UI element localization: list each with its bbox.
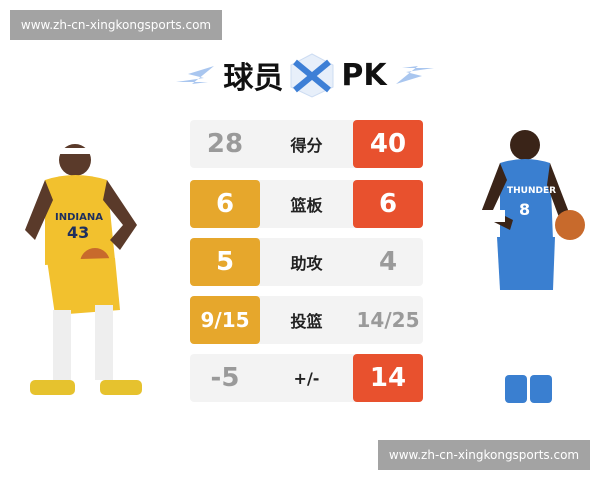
lightning-right-icon bbox=[395, 66, 434, 84]
player-left-image: INDIANA 43 bbox=[25, 144, 142, 395]
player-right-image: THUNDER 8 bbox=[475, 130, 585, 403]
stat-right-value: 4 bbox=[378, 247, 398, 277]
svg-text:THUNDER: THUNDER bbox=[507, 186, 556, 196]
lightning-left-icon bbox=[176, 66, 215, 84]
svg-text:INDIANA: INDIANA bbox=[55, 212, 103, 223]
stat-row: 5 助攻 4 bbox=[190, 238, 423, 286]
stat-label: +/- bbox=[293, 368, 320, 388]
stat-row: 6 篮板 6 bbox=[190, 180, 423, 228]
title-left: 球员 bbox=[223, 61, 284, 96]
stat-label: 篮板 bbox=[290, 196, 323, 215]
stat-row: -5 +/- 14 bbox=[190, 354, 423, 402]
stat-row: 28 得分 40 bbox=[190, 120, 423, 168]
stat-right-value: 14/25 bbox=[356, 308, 420, 332]
page-title: 球员 PK bbox=[160, 45, 450, 105]
stat-row: 9/15 投篮 14/25 bbox=[190, 296, 423, 344]
stat-left-value: 9/15 bbox=[190, 296, 260, 344]
crossed-swords-icon bbox=[290, 53, 334, 98]
watermark-bottom: www.zh-cn-xingkongsports.com bbox=[378, 440, 590, 470]
stat-right-value: 14 bbox=[353, 354, 423, 402]
svg-text:43: 43 bbox=[67, 223, 89, 242]
title-right: PK bbox=[341, 57, 387, 93]
stat-right-value: 6 bbox=[353, 180, 423, 228]
stat-left-value: 28 bbox=[206, 129, 244, 159]
stat-right-value: 40 bbox=[353, 120, 423, 168]
stat-label: 得分 bbox=[290, 136, 323, 155]
watermark-top: www.zh-cn-xingkongsports.com bbox=[10, 10, 222, 40]
stat-left-value: 6 bbox=[190, 180, 260, 228]
stat-left-value: 5 bbox=[190, 238, 260, 286]
svg-text:8: 8 bbox=[519, 200, 530, 219]
stat-label: 助攻 bbox=[290, 254, 323, 273]
stat-label: 投篮 bbox=[290, 312, 323, 331]
stat-left-value: -5 bbox=[210, 363, 240, 393]
